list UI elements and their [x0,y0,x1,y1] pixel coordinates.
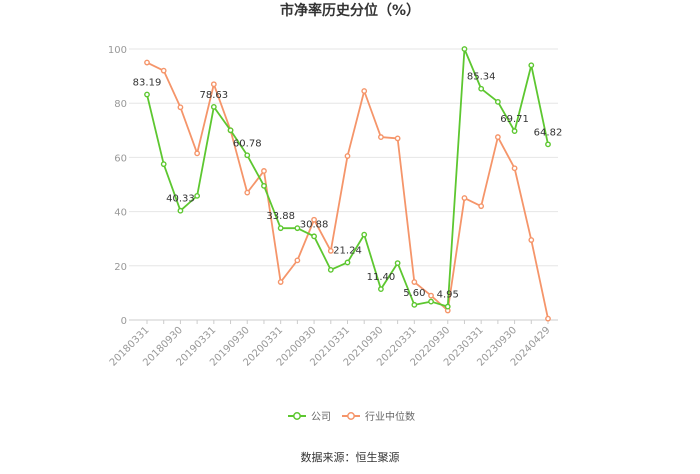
y-axis: 0 20 40 60 80 100 [108,45,127,327]
data-label: 30.88 [300,219,329,230]
legend-label: 公司 [311,412,331,423]
y-tick-label: 100 [108,45,127,56]
legend-item-0[interactable]: 公司 [288,412,331,423]
data-label: 4.95 [437,290,459,301]
data-label: 69.71 [500,114,529,125]
legend[interactable]: 公司 行业中位数 [288,410,415,423]
series-group [144,46,551,322]
data-point[interactable] [361,231,368,238]
data-point[interactable] [344,153,351,159]
legend-item-1[interactable]: 行业中位数 [342,410,415,423]
data-point[interactable] [494,134,501,140]
data-point[interactable] [210,104,217,110]
data-point[interactable] [294,225,301,232]
data-point[interactable] [545,315,551,322]
data-point[interactable] [394,260,401,266]
data-point[interactable] [511,128,518,134]
data-point[interactable] [177,104,184,111]
data-label: 5.60 [403,288,425,299]
data-point[interactable] [378,134,384,140]
y-tick-label: 60 [114,153,127,164]
data-point[interactable] [411,301,418,308]
data-point[interactable] [494,98,501,105]
data-point[interactable] [344,259,351,266]
data-point[interactable] [511,165,518,172]
data-point[interactable] [177,207,184,214]
data-point[interactable] [144,91,150,98]
data-point[interactable] [160,161,167,168]
data-point[interactable] [461,46,468,52]
data-point[interactable] [311,216,317,223]
data-point[interactable] [428,292,434,299]
data-point[interactable] [227,127,234,134]
data-point[interactable] [160,67,167,74]
data-point[interactable] [327,247,334,254]
legend-label: 行业中位数 [365,410,415,423]
data-point[interactable] [244,189,251,196]
chart-title: 市净率历史分位（%） [280,2,420,19]
data-point[interactable] [294,257,301,264]
y-tick-label: 0 [121,316,127,327]
data-point[interactable] [428,298,434,305]
data-point[interactable] [144,59,150,66]
data-point[interactable] [210,81,217,88]
data-point[interactable] [545,141,551,148]
y-tick-label: 40 [114,208,127,219]
data-point[interactable] [478,203,485,210]
series-line-1 [146,61,549,319]
legend-swatch-marker [347,412,355,420]
data-label: 78.63 [200,90,229,101]
data-point[interactable] [478,85,485,92]
data-label: 21.24 [333,245,362,256]
data-label: 40.33 [166,194,195,205]
data-point[interactable] [277,279,284,285]
data-point[interactable] [277,225,284,232]
y-tick-label: 20 [114,262,127,273]
data-point[interactable] [461,195,468,201]
data-point[interactable] [378,286,384,293]
grid-lines [129,48,558,321]
data-point[interactable] [411,279,418,285]
data-label: 64.82 [534,127,563,138]
data-label: 85.34 [467,72,496,83]
data-point[interactable] [261,168,267,174]
data-point[interactable] [311,233,317,240]
data-point[interactable] [194,192,201,199]
legend-swatch-marker [293,412,301,420]
x-axis: 2018033120180930201903312019093020200331… [108,319,558,369]
data-point[interactable] [444,303,451,310]
data-point[interactable] [327,266,334,273]
data-point[interactable] [528,62,535,69]
data-point[interactable] [244,152,251,159]
data-labels: 83.19 40.33 78.63 60.78 33.88 30.88 21.24 11.40… [133,72,563,301]
data-point[interactable] [194,150,201,157]
data-label: 83.19 [133,78,162,89]
data-point[interactable] [528,237,535,243]
y-tick-label: 80 [114,99,127,110]
data-label: 11.40 [367,272,396,283]
data-point[interactable] [361,88,368,94]
data-point[interactable] [261,182,267,189]
data-point[interactable] [394,135,401,142]
data-label: 60.78 [233,138,262,149]
source-note: 数据来源：恒生聚源 [301,450,400,464]
data-label: 33.88 [266,211,295,222]
